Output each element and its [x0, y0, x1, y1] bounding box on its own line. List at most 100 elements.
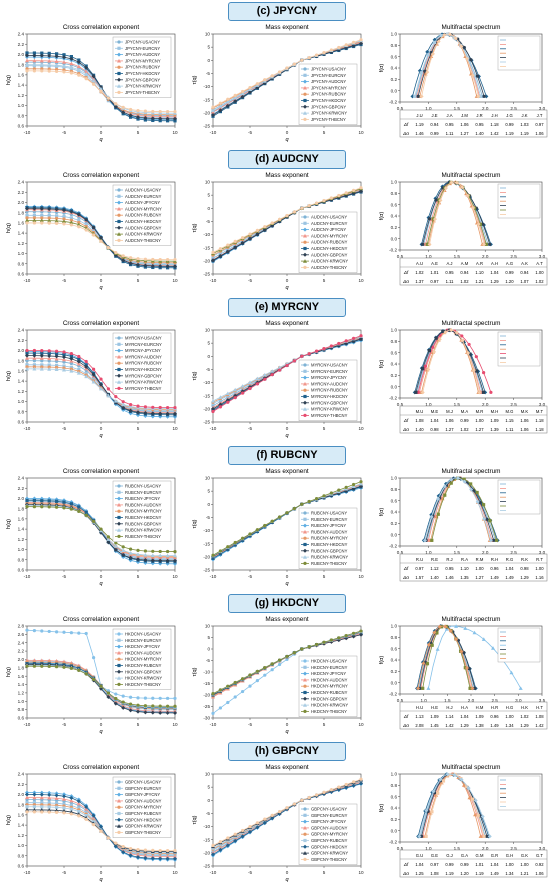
mass-legend-marker: [303, 369, 307, 373]
table-cell: 0.95: [445, 122, 454, 127]
mass-legend-label: MYRCNY-RUBCNY: [311, 388, 348, 393]
cross-data-point: [121, 405, 126, 410]
cross-data-point: [62, 53, 66, 57]
cross-data-point: [84, 223, 88, 227]
table-col-header: M.G: [506, 409, 514, 414]
mass-data-point: [233, 387, 238, 392]
table-cell: 1.11: [446, 279, 455, 284]
spectrum-curves-group: [412, 328, 493, 395]
cross-data-point: [62, 808, 66, 813]
table-cell: 2.08: [415, 723, 424, 728]
cross-data-point: [136, 410, 140, 415]
mass-data-point: [278, 662, 282, 667]
table-cell: 1.19: [475, 871, 484, 876]
mass-ytick-label: -25: [203, 272, 210, 277]
mass-data-point: [285, 806, 289, 810]
table-cell: 1.46: [415, 131, 424, 136]
mass-data-point: [300, 798, 304, 802]
cross-data-point: [106, 535, 110, 539]
cross-data-point: [25, 51, 29, 55]
cross-legend-marker: [117, 238, 121, 242]
spectrum-title: Multifractal spectrum: [442, 320, 501, 327]
spectrum-data-point: [469, 482, 473, 486]
cross-ytick-label: 2.6: [18, 632, 25, 637]
spectrum-xtick-label: 0.5: [397, 254, 404, 259]
mass-legend-label: AUDCNY-RUBCNY: [311, 240, 348, 245]
spectrum-data-point: [464, 665, 469, 670]
cross-ytick-label: 1.6: [18, 516, 25, 521]
spectrum-data-point: [476, 222, 481, 227]
table-col-header: A.H: [491, 261, 498, 266]
cross-data-point: [25, 69, 29, 73]
cross-data-point: [113, 844, 118, 849]
mass-ytick-label: -15: [203, 541, 210, 546]
mass-legend-marker: [303, 85, 307, 90]
cross-data-point: [77, 814, 81, 818]
panel-banner: (c) JPYCNY: [228, 2, 346, 21]
cross-data-point: [25, 807, 29, 812]
mass-data-point: [270, 74, 274, 78]
table-cell: 1.11: [446, 131, 455, 136]
spectrum-data-point: [430, 538, 434, 542]
cross-data-point: [158, 411, 163, 416]
table-cell: 1.04: [490, 862, 499, 867]
cross-data-point: [47, 367, 52, 371]
mass-data-point: [278, 70, 282, 74]
mass-legend-marker: [303, 98, 307, 103]
mass-legend-label: MYRCNY-JPYCNY: [311, 375, 347, 380]
panel-banner: (f) RUBCNY: [228, 446, 346, 465]
cross-data-point: [62, 60, 66, 64]
cross-data-point: [55, 505, 59, 509]
cross-data-point: [91, 78, 96, 83]
spectrum-data-point: [436, 791, 440, 795]
spectrum-data-point: [424, 834, 428, 838]
cross-data-point: [32, 629, 37, 633]
mass-series-group: [211, 480, 363, 562]
mass-legend-label: MYRCNY-HKDCNY: [311, 394, 348, 399]
cross-legend-marker: [117, 509, 121, 513]
mass-data-point: [359, 334, 363, 338]
table-cell: 0.94: [520, 270, 529, 275]
cross-data-point: [55, 216, 59, 220]
cross-data-point: [106, 393, 111, 398]
cross-data-point: [40, 51, 44, 55]
table-cell: 0.99: [430, 131, 439, 136]
mass-data-point: [255, 528, 259, 532]
mass-data-point: [344, 191, 348, 195]
cross-data-point: [55, 499, 59, 503]
mass-data-point: [233, 93, 237, 97]
cross-data-point: [165, 114, 170, 119]
mass-series-group: [211, 38, 363, 118]
cross-data-point: [91, 813, 96, 818]
mass-data-point: [211, 843, 215, 848]
mass-xtick-label: 5: [323, 426, 326, 431]
cross-data-point: [40, 365, 44, 369]
cross-data-point: [76, 801, 81, 806]
cross-xlabel: q: [99, 729, 103, 735]
cross-data-point: [69, 803, 73, 808]
mass-data-point: [359, 189, 363, 194]
mass-legend-marker: [303, 227, 307, 232]
mass-data-point: [263, 377, 267, 381]
spectrum-xtick-label: 1.0: [425, 846, 432, 851]
cross-data-point: [136, 696, 140, 700]
table-cell: 0.97: [535, 122, 544, 127]
mass-data-point: [359, 629, 363, 633]
table-cell: 0.94: [460, 270, 469, 275]
table-col-header: G.T: [536, 853, 543, 858]
cross-data-point: [166, 119, 170, 123]
mass-data-point: [359, 781, 363, 786]
cross-data-point: [54, 218, 59, 223]
spectrum-xtick-label: 1.5: [444, 698, 451, 703]
mass-data-point: [285, 214, 289, 218]
spectrum-xtick-label: 2.5: [510, 846, 517, 851]
mass-ytick-label: -5: [206, 658, 211, 663]
table-row-label: Δf: [403, 270, 409, 275]
mass-data-point: [248, 829, 252, 834]
cross-data-point: [40, 629, 44, 633]
mass-data-point: [292, 210, 296, 214]
table-cell: 1.57: [415, 575, 424, 580]
cross-data-point: [128, 558, 133, 563]
cross-legend-label: HKDCNY-THBCNY: [125, 682, 161, 687]
spectrum-data-point: [467, 342, 471, 347]
